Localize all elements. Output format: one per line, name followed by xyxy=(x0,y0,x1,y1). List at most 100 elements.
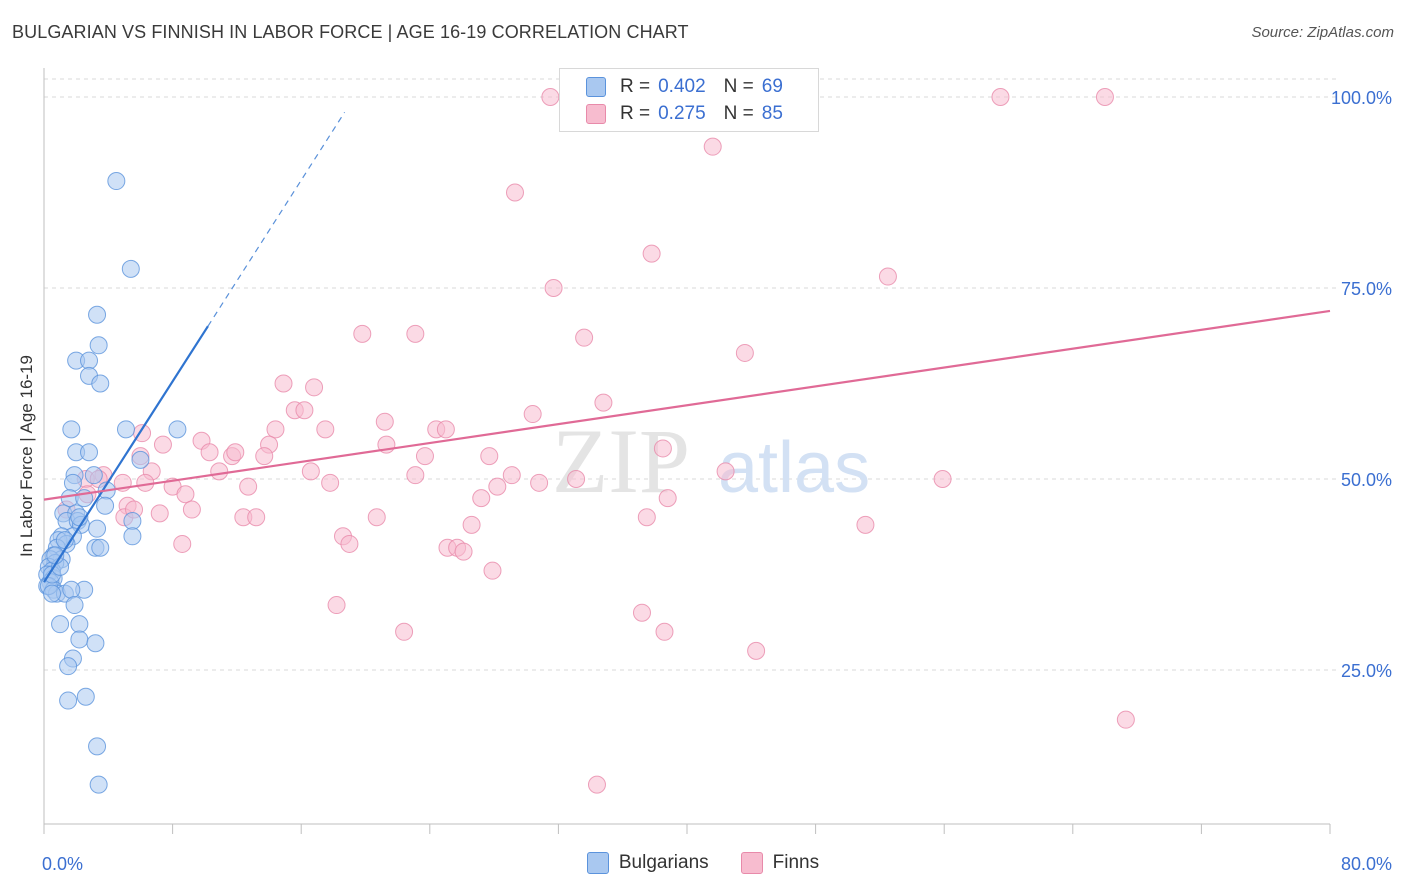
x-tick-label: 80.0% xyxy=(1341,854,1392,874)
legend-item-bulgarians[interactable]: Bulgarians xyxy=(586,852,709,874)
finn-point xyxy=(505,183,524,202)
data-points xyxy=(38,88,1135,794)
bulgarian-point xyxy=(91,374,110,393)
finn-point xyxy=(406,466,425,485)
finn-point xyxy=(480,447,499,466)
n-value: 85 xyxy=(761,103,783,124)
bulgarian-point xyxy=(88,305,107,324)
finn-point xyxy=(321,473,340,492)
finn-point xyxy=(406,324,425,343)
finn-point xyxy=(735,343,754,362)
y-tick-label: 100.0% xyxy=(1331,88,1392,108)
finn-point xyxy=(632,603,651,622)
finn-point xyxy=(274,374,293,393)
bulgarians-trend-line xyxy=(43,325,209,583)
finn-point xyxy=(239,477,258,496)
bulgarian-point xyxy=(121,259,140,278)
finn-point xyxy=(247,508,266,527)
bulgarian-point xyxy=(59,657,78,676)
legend-label: Finns xyxy=(772,852,820,873)
finn-point xyxy=(637,508,656,527)
watermark-atlas: atlas xyxy=(718,428,870,508)
n-value: 69 xyxy=(761,76,783,97)
finn-point xyxy=(653,439,672,458)
finn-point xyxy=(395,622,414,641)
stats-legend-row-bulgarians: R = 0.402 N = 69 xyxy=(586,75,783,99)
finn-point xyxy=(488,477,507,496)
bulgarian-point xyxy=(131,450,150,469)
bulgarian-point xyxy=(76,687,95,706)
finns-legend-swatch xyxy=(740,852,763,874)
y-tick-label: 50.0% xyxy=(1341,470,1392,490)
finn-point xyxy=(295,401,314,420)
finns-trend-line xyxy=(43,309,1331,501)
finns-swatch xyxy=(586,104,606,124)
x-tick-label: 0.0% xyxy=(42,854,83,874)
finn-point xyxy=(655,622,674,641)
finn-point xyxy=(173,534,192,553)
finn-point xyxy=(878,267,897,286)
r-value: 0.402 xyxy=(658,76,706,97)
chart-title: BULGARIAN VS FINNISH IN LABOR FORCE | AG… xyxy=(12,22,689,42)
finn-point xyxy=(658,489,677,508)
bulgarian-point xyxy=(116,420,135,439)
finn-point xyxy=(454,542,473,561)
bulgarians-trend-extension xyxy=(207,111,346,327)
bulgarian-point xyxy=(43,584,62,603)
bulgarian-point xyxy=(123,527,142,546)
bulgarian-point xyxy=(88,519,107,538)
bulgarian-point xyxy=(168,420,187,439)
trend-lines xyxy=(43,111,1331,583)
legend-item-finns[interactable]: Finns xyxy=(740,852,820,874)
watermark: ZIP atlas xyxy=(552,410,870,512)
finn-point xyxy=(462,515,481,534)
finn-point xyxy=(587,775,606,794)
finn-point xyxy=(575,328,594,347)
finn-point xyxy=(176,485,195,504)
bulgarian-point xyxy=(107,172,126,191)
bulgarian-point xyxy=(89,775,108,794)
finn-point xyxy=(200,443,219,462)
axes xyxy=(43,68,1331,834)
finn-point xyxy=(594,393,613,412)
finn-point xyxy=(716,462,735,481)
finn-point xyxy=(1095,88,1114,106)
finn-point xyxy=(523,405,542,424)
bulgarian-point xyxy=(84,466,103,485)
finn-point xyxy=(483,561,502,580)
y-tick-label: 25.0% xyxy=(1341,661,1392,681)
n-label: N = xyxy=(723,103,754,124)
finn-point xyxy=(210,462,229,481)
finn-point xyxy=(502,466,521,485)
finn-point xyxy=(182,500,201,519)
bulgarian-point xyxy=(89,336,108,355)
y-tick-label: 75.0% xyxy=(1341,279,1392,299)
bulgarian-point xyxy=(88,737,107,756)
finn-point xyxy=(375,412,394,431)
finn-point xyxy=(541,88,560,106)
gridlines xyxy=(44,78,1340,671)
finn-point xyxy=(436,420,455,439)
bulgarian-point xyxy=(86,634,105,653)
finn-point xyxy=(933,470,952,488)
legend-label: Bulgarians xyxy=(618,852,709,873)
finn-point xyxy=(1116,710,1135,729)
finn-point xyxy=(353,324,372,343)
bulgarian-point xyxy=(70,615,89,634)
finn-point xyxy=(150,504,169,523)
r-value: 0.275 xyxy=(658,103,706,124)
finn-point xyxy=(316,420,335,439)
bulgarians-legend-swatch xyxy=(586,852,609,874)
bulgarian-point xyxy=(70,630,89,649)
bulgarian-point xyxy=(65,596,84,615)
finn-point xyxy=(472,489,491,508)
finn-point xyxy=(266,420,285,439)
series-legend: Bulgarians Finns xyxy=(0,852,1406,874)
bulgarian-point xyxy=(80,443,99,462)
finn-point xyxy=(642,244,661,263)
bulgarians-swatch xyxy=(586,77,606,97)
finn-point xyxy=(544,279,563,297)
finn-point xyxy=(255,447,274,466)
stats-legend-row-finns: R = 0.275 N = 85 xyxy=(586,102,783,126)
